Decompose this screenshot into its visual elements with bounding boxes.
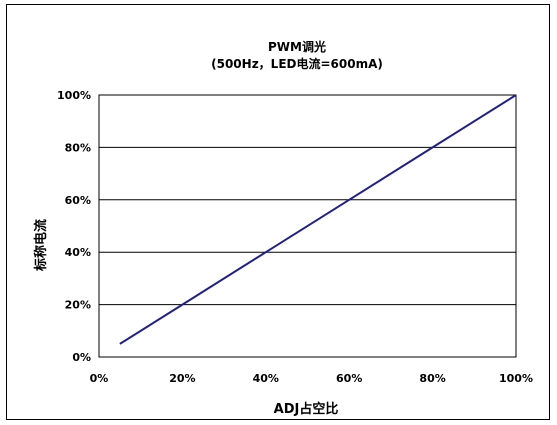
chart-subtitle: (500Hz，LED电流=600mA)	[211, 56, 383, 71]
x-tick-label: 20%	[169, 372, 195, 385]
chart-frame: PWM调光 (500Hz，LED电流=600mA) 0% 20% 40% 60% 80%…	[6, 4, 550, 420]
x-axis-label: ADJ占空比	[274, 401, 339, 417]
chart-title: PWM调光	[268, 39, 326, 54]
x-tick-label: 0%	[90, 372, 109, 385]
series-line-0	[119, 94, 517, 345]
y-tick-label: 60%	[65, 194, 91, 207]
y-tick-label: 40%	[65, 246, 91, 259]
x-tick-label: 60%	[336, 372, 362, 385]
y-axis-label: 标称电流	[33, 219, 49, 272]
y-tick-label: 0%	[72, 351, 91, 364]
chart-svg: PWM调光 (500Hz，LED电流=600mA) 0% 20% 40% 60% 80%…	[33, 39, 533, 417]
y-tick-label: 20%	[65, 299, 91, 312]
y-tick-label: 80%	[65, 141, 91, 154]
plot-area: 0% 20% 40% 60% 80% 100% 0% 20% 40% 60% 80% 100%	[57, 89, 533, 385]
x-tick-label: 40%	[253, 372, 279, 385]
x-tick-label: 80%	[419, 372, 445, 385]
y-tick-label: 100%	[57, 89, 91, 102]
x-tick-label: 100%	[499, 372, 533, 385]
